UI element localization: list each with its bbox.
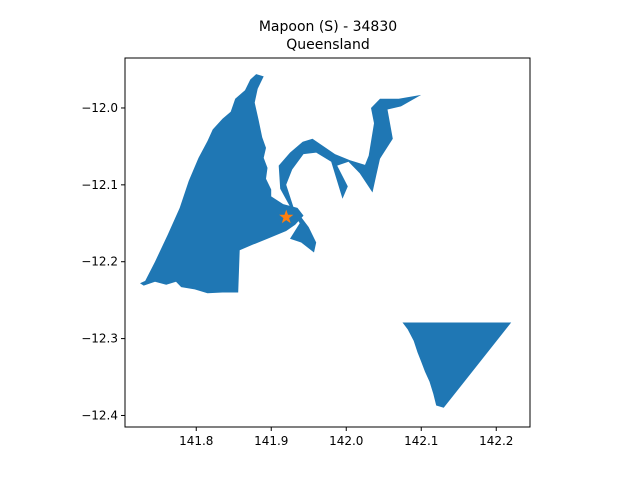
x-tick-label: 142.2 (479, 434, 513, 448)
y-tick-label: −12.1 (81, 178, 118, 192)
x-tick-label: 142.0 (329, 434, 363, 448)
region-mainland-west (140, 74, 304, 294)
y-tick-label: −12.4 (81, 408, 118, 422)
axes-frame (124, 57, 531, 428)
x-tick-label: 142.1 (404, 434, 438, 448)
chart-title-line1: Mapoon (S) - 34830 (259, 19, 397, 35)
region-southeast (402, 322, 512, 408)
x-axis: 141.8 141.9 142.0 142.1 142.2 (179, 427, 513, 448)
y-axis: −12.0 −12.1 −12.2 −12.3 −12.4 (81, 101, 125, 422)
x-tick-label: 141.8 (179, 434, 213, 448)
y-tick-label: −12.3 (81, 332, 118, 346)
map-regions (140, 74, 512, 408)
location-star-marker (279, 209, 294, 224)
y-tick-label: −12.0 (81, 101, 118, 115)
region-river-strip (278, 94, 422, 253)
chart-title-line2: Queensland (286, 37, 370, 53)
marker-layer (279, 209, 294, 224)
y-tick-label: −12.2 (81, 255, 118, 269)
x-tick-label: 141.9 (254, 434, 288, 448)
